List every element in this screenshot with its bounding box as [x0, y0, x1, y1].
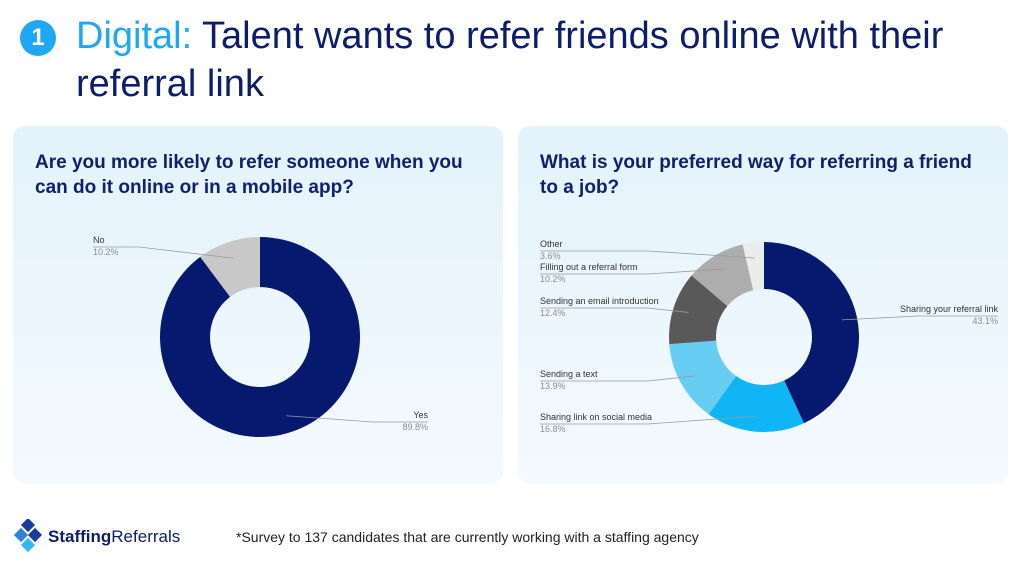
leader-line-other [540, 250, 756, 259]
slice-value-sending-an-email-introduction: 12.4% [540, 308, 566, 318]
brand-name: StaffingReferrals [48, 527, 180, 547]
referral-method-card: What is your preferred way for referring… [518, 126, 1008, 484]
chart-2-question: What is your preferred way for referring… [540, 152, 972, 198]
slice-value-no: 10.2% [93, 247, 119, 257]
leader-line-sharing-your-referral-link [841, 315, 998, 321]
leader-line-no [93, 246, 234, 259]
chart-1-question: Are you more likely to refer someone whe… [35, 152, 463, 198]
online-referral-card: Are you more likely to refer someone whe… [13, 126, 503, 484]
referral-method-donut-chart: Sharing your referral link 43.1% Sharing l… [540, 239, 999, 434]
staffing-referrals-logo-icon [14, 519, 43, 553]
donut-slice-sharing-your-referral-link [764, 242, 860, 424]
slide-footer: StaffingReferrals *Survey to 137 candida… [14, 517, 1014, 557]
donut-slice-filling-out-a-referral-form [691, 244, 754, 306]
leader-line-sending-an-email-introduction [540, 307, 689, 313]
slice-value-sending-a-text: 13.9% [540, 381, 566, 391]
slice-value-sharing-link-on-social-media: 16.8% [540, 424, 566, 434]
slice-label-yes: Yes [413, 410, 428, 420]
donut-slice-sending-an-email-introduction [669, 275, 728, 345]
leader-line-filling-out-a-referral-form [540, 268, 723, 275]
slide-title: Digital: Talent wants to refer friends o… [76, 12, 976, 108]
slice-label-filling-out-a-referral-form: Filling out a referral form [540, 262, 638, 272]
brand-name-bold: Staffing [48, 527, 112, 546]
step-number-badge: 1 [20, 20, 56, 56]
slice-value-filling-out-a-referral-form: 10.2% [540, 274, 566, 284]
slice-label-no: No [93, 235, 105, 245]
slice-label-sharing-link-on-social-media: Sharing link on social media [540, 412, 652, 422]
slice-value-other: 3.6% [540, 251, 561, 261]
slice-label-other: Other [540, 239, 563, 249]
leader-line-yes [286, 415, 428, 423]
slice-label-sending-a-text: Sending a text [540, 369, 598, 379]
slice-label-sharing-your-referral-link: Sharing your referral link [900, 304, 999, 314]
donut-slice-sending-a-text [669, 340, 737, 415]
title-accent: Digital: [76, 15, 193, 57]
donut-slice-no [200, 237, 260, 297]
brand-name-rest: Referrals [111, 527, 181, 546]
title-rest: Talent wants to refer friends online wit… [76, 15, 944, 105]
leader-line-sending-a-text [540, 375, 695, 382]
slice-value-sharing-your-referral-link: 43.1% [972, 316, 998, 326]
leader-line-sharing-link-on-social-media [540, 415, 757, 425]
survey-footnote: *Survey to 137 candidates that are curre… [236, 529, 699, 545]
donut-slice-yes [160, 237, 360, 438]
online-referral-donut-chart: Yes 89.8% No 10.2% [93, 235, 428, 438]
slice-value-yes: 89.8% [402, 422, 428, 432]
slice-label-sending-an-email-introduction: Sending an email introduction [540, 296, 659, 306]
donut-slice-other [742, 242, 764, 291]
